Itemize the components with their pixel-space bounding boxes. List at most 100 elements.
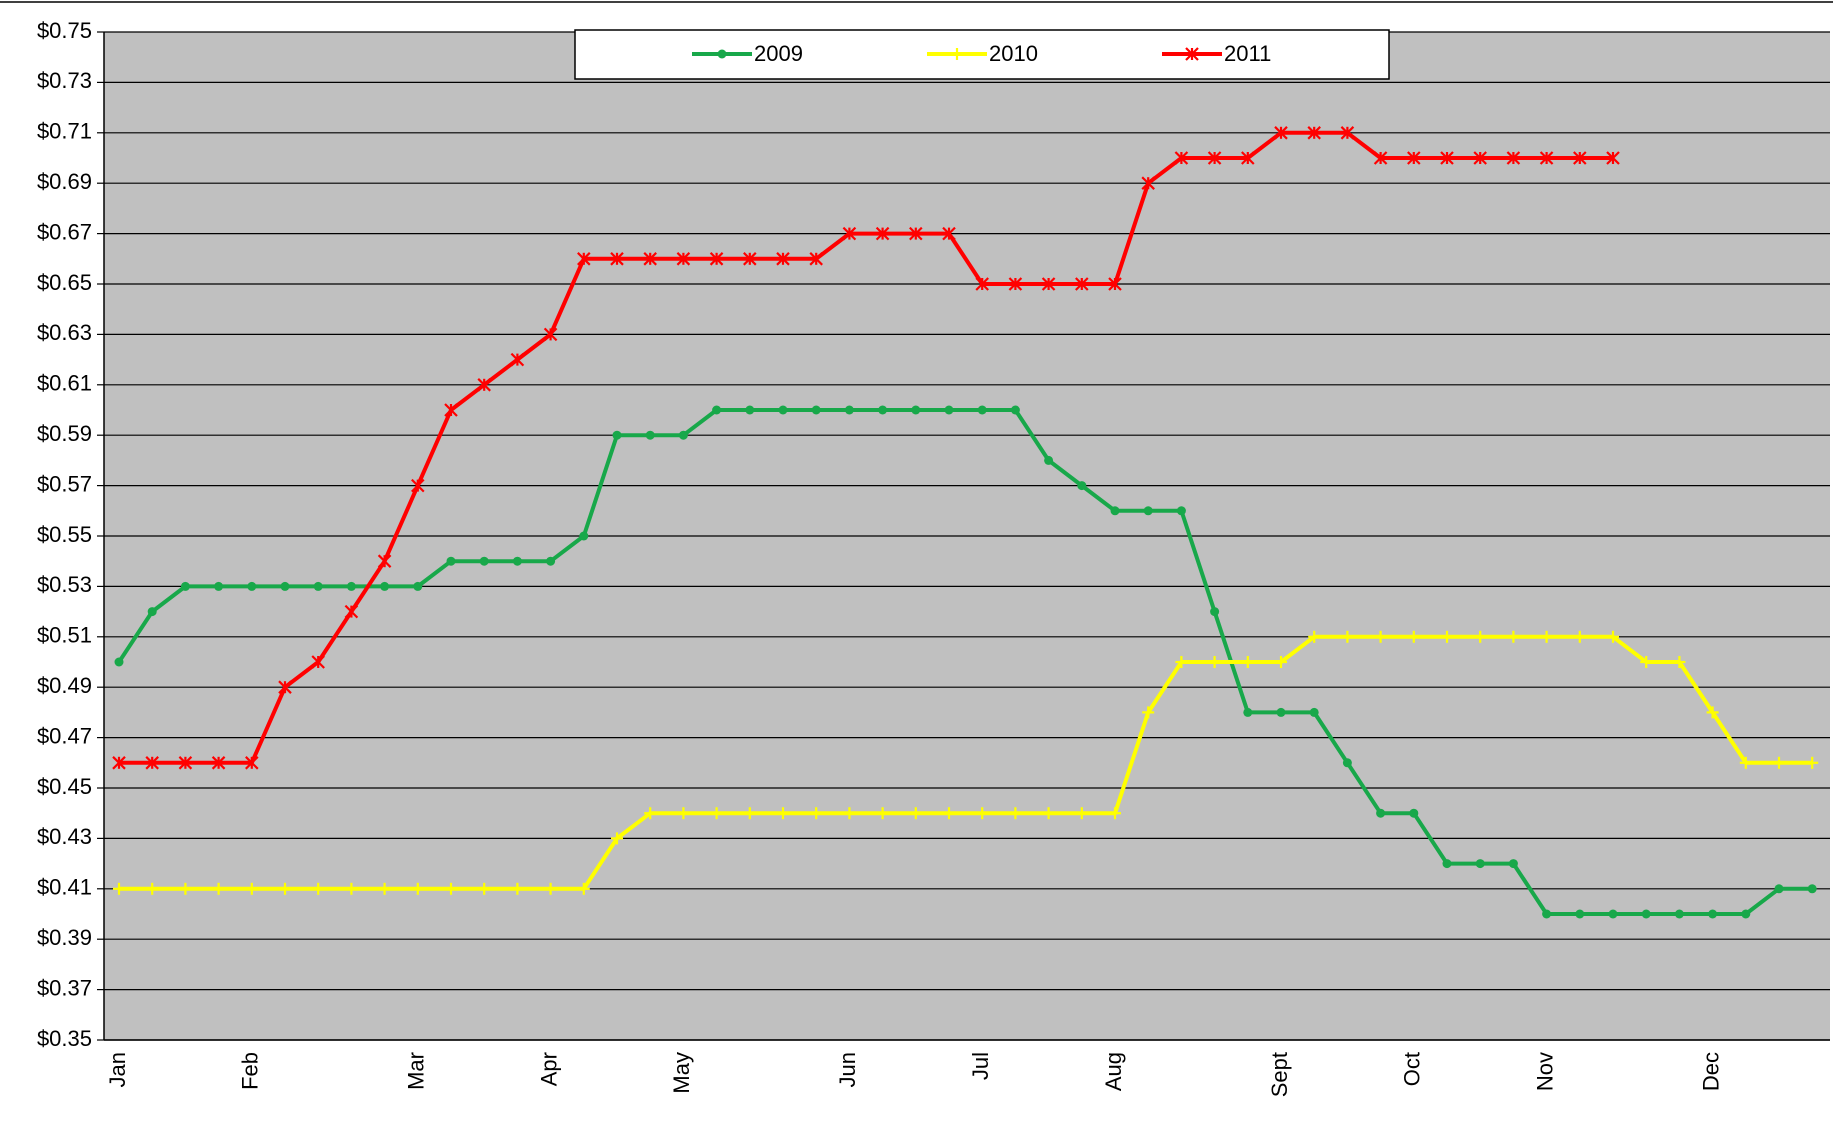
marker — [645, 430, 655, 440]
marker — [214, 581, 224, 591]
marker — [1175, 656, 1188, 668]
marker — [811, 405, 821, 415]
marker — [1607, 630, 1619, 643]
marker — [1374, 630, 1387, 643]
marker — [777, 807, 789, 820]
y-tick-label: $0.61 — [37, 371, 92, 396]
marker — [1540, 630, 1553, 643]
marker — [1706, 706, 1719, 719]
marker — [909, 807, 922, 820]
marker — [943, 807, 955, 820]
marker — [975, 277, 989, 291]
x-tick-label: Jan — [105, 1052, 130, 1087]
marker — [1376, 808, 1386, 818]
y-tick-label: $0.45 — [37, 774, 92, 799]
marker — [1708, 909, 1718, 919]
marker — [278, 680, 292, 694]
marker — [145, 756, 159, 770]
y-tick-label: $0.63 — [37, 320, 92, 345]
x-tick-label: Oct — [1400, 1052, 1425, 1086]
marker — [1441, 630, 1453, 643]
marker — [1542, 909, 1552, 919]
marker — [909, 226, 923, 241]
marker — [1075, 807, 1088, 820]
marker — [512, 556, 522, 566]
marker — [1274, 126, 1288, 140]
marker — [579, 531, 589, 541]
marker — [1109, 807, 1121, 820]
marker — [1373, 151, 1388, 165]
x-tick-label: Feb — [238, 1052, 263, 1090]
marker — [809, 252, 823, 266]
marker — [344, 604, 359, 619]
marker — [444, 403, 458, 417]
marker — [1507, 630, 1520, 643]
marker — [112, 756, 126, 770]
marker — [245, 882, 258, 895]
marker — [1475, 859, 1485, 869]
marker — [1077, 481, 1087, 491]
marker — [446, 556, 456, 566]
x-tick-label: Nov — [1532, 1052, 1557, 1091]
x-tick-label: Dec — [1698, 1052, 1723, 1091]
series-line — [119, 634, 1813, 891]
y-tick-label: $0.35 — [37, 1026, 92, 1051]
marker — [745, 405, 755, 415]
marker — [1674, 909, 1684, 919]
marker — [212, 882, 225, 895]
marker — [1673, 656, 1686, 668]
legend: 2009 2010 2011 — [574, 29, 1390, 80]
y-tick-label: $0.53 — [37, 572, 92, 597]
marker — [1409, 808, 1419, 818]
marker — [178, 756, 193, 770]
marker — [377, 554, 392, 568]
marker — [346, 581, 356, 591]
x-tick-label: Sept — [1267, 1052, 1292, 1097]
marker — [179, 882, 192, 895]
marker — [147, 607, 157, 617]
legend-label: 2009 — [754, 41, 803, 66]
marker — [1108, 277, 1122, 291]
marker — [1806, 756, 1819, 769]
x-tick-label: Apr — [536, 1052, 561, 1086]
marker — [1208, 656, 1221, 668]
marker — [1110, 506, 1120, 516]
marker — [1307, 126, 1321, 140]
marker — [844, 405, 854, 415]
marker — [378, 882, 391, 895]
marker — [1508, 859, 1518, 869]
marker — [114, 657, 124, 667]
marker — [875, 226, 890, 241]
marker — [1210, 607, 1220, 617]
marker — [717, 49, 727, 59]
marker — [678, 430, 688, 440]
marker — [843, 807, 856, 820]
marker — [1308, 630, 1321, 643]
marker — [611, 832, 623, 845]
marker — [1143, 506, 1153, 516]
marker — [1773, 756, 1785, 769]
marker — [280, 581, 290, 591]
marker — [977, 405, 987, 415]
marker — [479, 556, 489, 566]
marker — [1473, 151, 1487, 165]
y-tick-label: $0.69 — [37, 169, 92, 194]
marker — [810, 807, 823, 820]
marker — [1575, 909, 1585, 919]
y-tick-label: $0.59 — [37, 421, 92, 446]
y-tick-label: $0.43 — [37, 824, 92, 849]
marker — [643, 252, 657, 266]
marker — [1807, 884, 1817, 894]
marker — [1141, 176, 1155, 190]
y-tick-label: $0.55 — [37, 522, 92, 547]
marker — [1741, 909, 1751, 919]
marker — [1341, 630, 1354, 643]
marker — [710, 807, 723, 820]
marker — [1440, 151, 1454, 165]
marker — [677, 807, 690, 820]
marker — [478, 882, 491, 895]
marker — [1309, 707, 1319, 717]
marker — [842, 226, 857, 241]
marker — [1340, 126, 1355, 140]
